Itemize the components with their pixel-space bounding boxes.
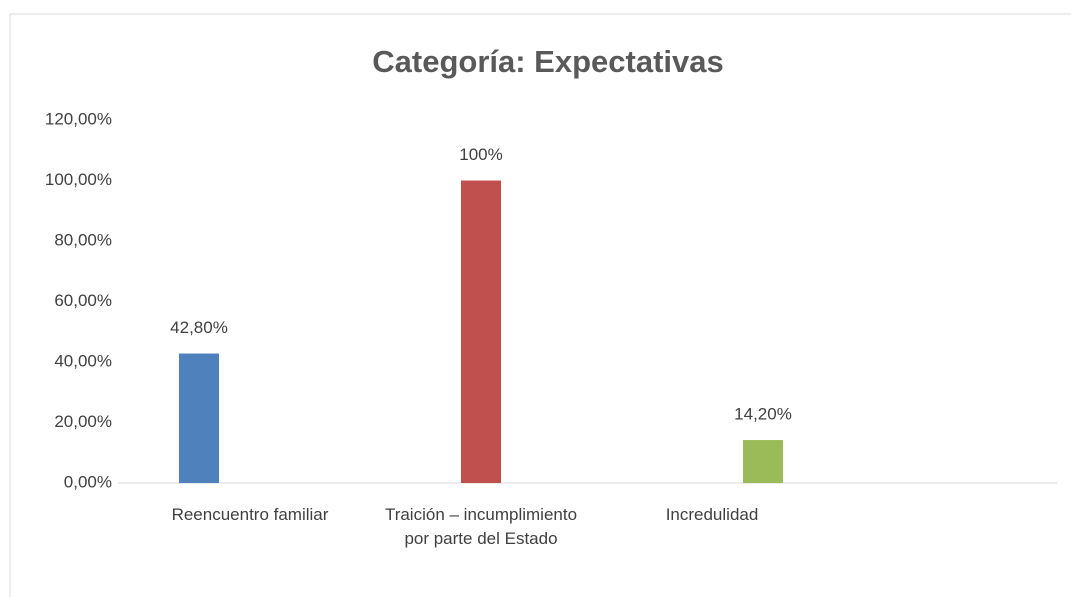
y-tick-label: 60,00% xyxy=(54,291,112,310)
data-label: 14,20% xyxy=(734,405,792,424)
data-label: 100% xyxy=(459,145,502,164)
y-tick-label: 0,00% xyxy=(64,472,112,491)
y-tick-label: 80,00% xyxy=(54,230,112,249)
chart-border xyxy=(9,13,1071,597)
x-tick-label: Traición – incumplimiento por parte del … xyxy=(384,505,578,548)
y-tick-label: 120,00% xyxy=(45,109,112,128)
x-tick-label: Reencuentro familiar xyxy=(171,505,329,524)
x-tick-label: Incredulidad xyxy=(665,505,759,524)
bar xyxy=(743,440,783,483)
y-tick-label: 40,00% xyxy=(54,351,112,370)
y-tick-label: 20,00% xyxy=(54,412,112,431)
bar xyxy=(179,353,219,483)
bar xyxy=(461,180,501,483)
y-tick-label: 100,00% xyxy=(45,170,112,189)
chart-title: Categoría: Expectativas xyxy=(372,44,723,79)
data-label: 42,80% xyxy=(170,318,228,337)
